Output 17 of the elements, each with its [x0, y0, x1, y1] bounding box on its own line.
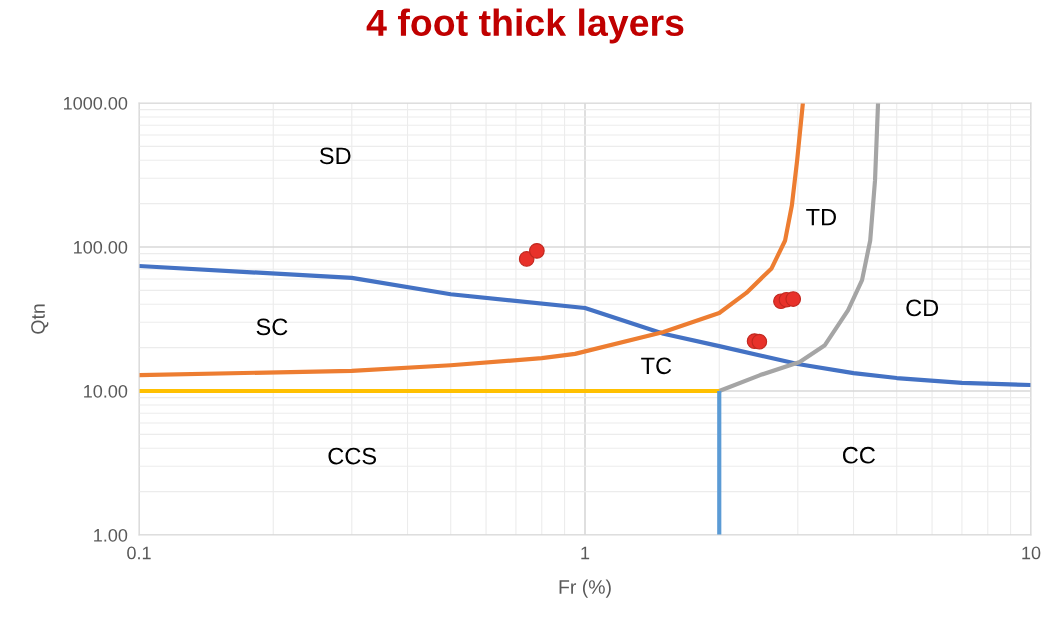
annotation: CCS	[328, 447, 377, 465]
y-tick-label: 100.00	[74, 240, 128, 254]
y-tick-label: 1.00	[94, 528, 128, 542]
annotation: CC	[842, 446, 875, 464]
annotation: SC	[256, 318, 288, 336]
y-axis-title: Qtn	[31, 304, 49, 334]
annotation: TD	[806, 209, 836, 226]
x-tick-label: 1	[581, 546, 590, 560]
annotation: TC	[641, 357, 672, 375]
x-tick-label: 0.1	[127, 546, 151, 560]
annotation: SD	[319, 147, 351, 165]
x-tick-label: 10	[1022, 546, 1041, 560]
annotation: CD	[906, 299, 939, 317]
chart-title: 4 foot thick layers	[366, 8, 684, 44]
x-axis-title: Fr (%)	[559, 579, 611, 598]
y-tick-label: 10.00	[84, 384, 128, 398]
y-tick-label: 1000.00	[64, 96, 128, 110]
